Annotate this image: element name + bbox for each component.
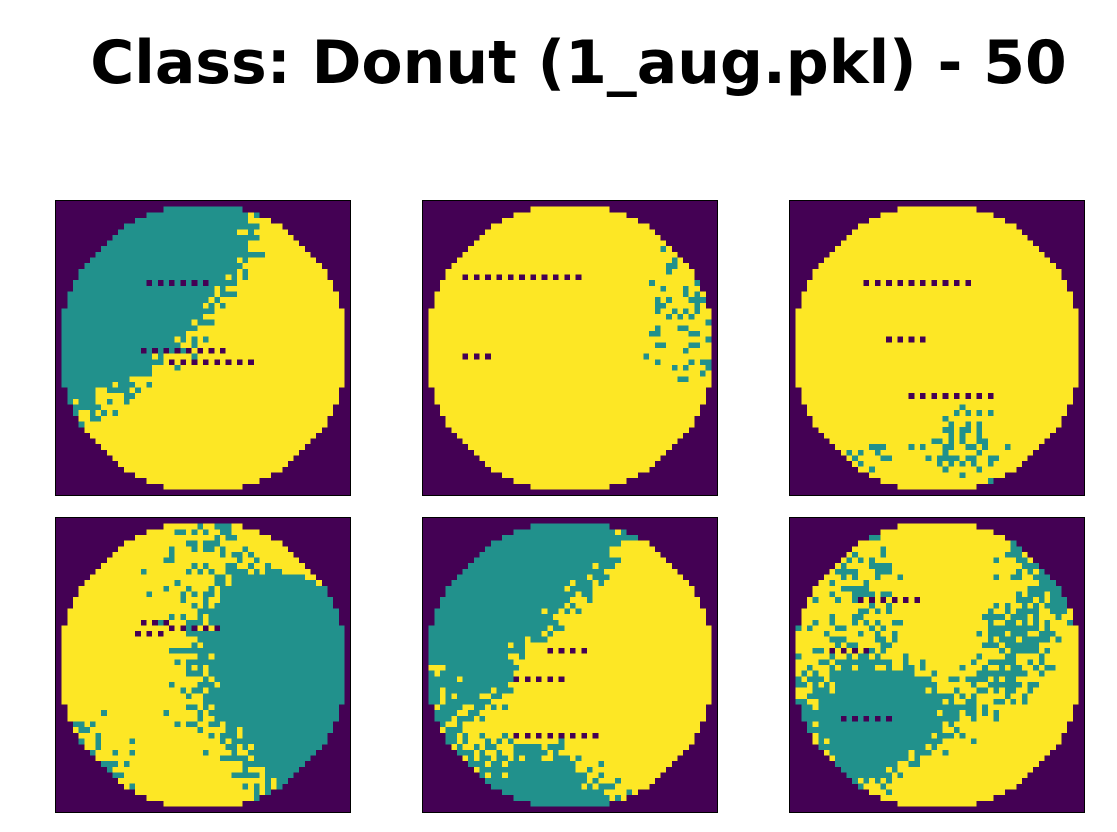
- wafer-grid: [428, 206, 712, 490]
- wafer-map-4: [55, 517, 351, 813]
- wafer-map-3: [789, 200, 1085, 496]
- wafer-map-1: [55, 200, 351, 496]
- wafer-map-5: [422, 517, 718, 813]
- figure-title: Class: Donut (1_aug.pkl) - 50: [90, 28, 1067, 98]
- wafer-map-6: [789, 517, 1085, 813]
- wafer-grid: [795, 206, 1079, 490]
- wafer-grid: [795, 523, 1079, 807]
- wafer-grid: [428, 523, 712, 807]
- wafer-grid: [61, 523, 345, 807]
- wafer-grid: [61, 206, 345, 490]
- wafer-map-2: [422, 200, 718, 496]
